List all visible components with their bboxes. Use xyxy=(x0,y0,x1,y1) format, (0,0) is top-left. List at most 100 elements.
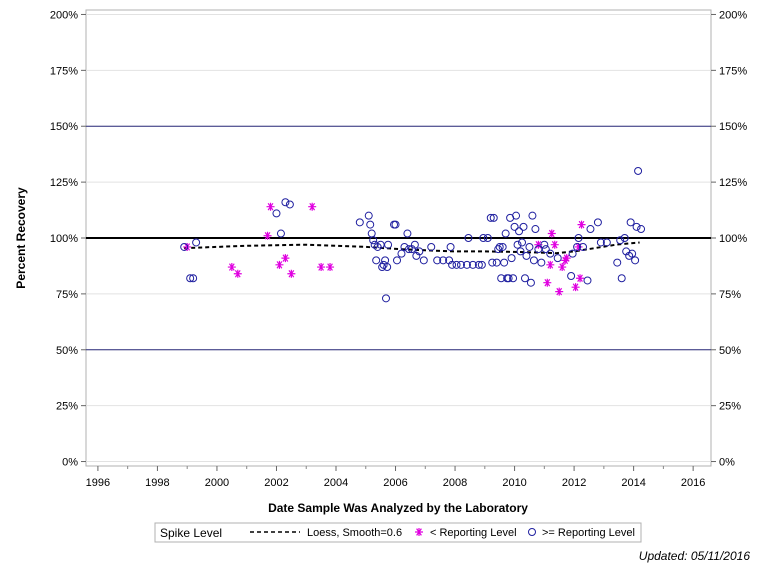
y-tick-label-right: 175% xyxy=(719,65,747,77)
circle-point xyxy=(617,274,626,283)
x-tick-label: 1996 xyxy=(86,477,110,489)
asterisk-point xyxy=(558,263,567,272)
asterisk-point xyxy=(263,231,272,240)
asterisk-point xyxy=(287,269,296,278)
circle-point xyxy=(372,256,381,265)
circle-point xyxy=(540,240,549,249)
asterisk-point xyxy=(183,242,192,251)
circle-point xyxy=(448,260,457,269)
below-reporting-series xyxy=(183,202,586,296)
y-tick-label-left: 0% xyxy=(62,457,78,469)
y-tick-label-right: 100% xyxy=(719,233,747,245)
y-tick-label-right: 25% xyxy=(719,401,741,413)
legend-title: Spike Level xyxy=(160,526,222,540)
circle-point xyxy=(500,258,509,267)
circle-point xyxy=(364,211,373,220)
circle-point xyxy=(494,245,503,254)
at-or-above-reporting-series xyxy=(180,166,646,303)
circle-point xyxy=(579,242,588,251)
circle-point xyxy=(528,211,537,220)
circle-point xyxy=(462,260,471,269)
y-tick-label-left: 100% xyxy=(50,233,78,245)
asterisk-point xyxy=(562,254,571,263)
circle-point xyxy=(510,222,519,231)
circle-point xyxy=(276,229,285,238)
circle-point xyxy=(586,225,595,234)
circle-point xyxy=(486,213,495,222)
y-tick-label-right: 50% xyxy=(719,345,741,357)
circle-point xyxy=(529,256,538,265)
circle-point xyxy=(525,242,534,251)
circle-point xyxy=(531,225,540,234)
asterisk-point xyxy=(266,202,275,211)
x-tick-label: 2002 xyxy=(264,477,288,489)
y-tick-label-right: 150% xyxy=(719,121,747,133)
circle-point xyxy=(522,251,531,260)
circle-point xyxy=(526,278,535,287)
circle-point xyxy=(457,260,465,269)
circle-point xyxy=(489,213,498,222)
circle-point xyxy=(474,260,483,269)
y-tick-label-right: 75% xyxy=(719,289,741,301)
circle-point xyxy=(403,229,412,238)
x-tick-label: 2010 xyxy=(502,477,526,489)
circle-point xyxy=(419,256,428,265)
asterisk-point xyxy=(534,240,543,249)
x-tick-label: 2000 xyxy=(205,477,229,489)
circle-point xyxy=(553,254,562,263)
asterisk-point xyxy=(576,274,585,283)
x-axis-title: Date Sample Was Analyzed by the Laborato… xyxy=(268,501,528,515)
updated-timestamp: Updated: 05/11/2016 xyxy=(639,549,751,563)
y-tick-label-right: 125% xyxy=(719,177,747,189)
circle-point xyxy=(366,220,375,229)
circle-point xyxy=(512,211,521,220)
legend-asterisk-swatch xyxy=(415,528,423,536)
circle-point xyxy=(464,234,473,242)
circle-point xyxy=(504,274,513,283)
legend-below-label: < Reporting Level xyxy=(430,527,517,539)
circle-point xyxy=(574,234,583,242)
y-tick-label-right: 200% xyxy=(719,9,747,21)
x-tick-label: 1998 xyxy=(145,477,169,489)
circle-point xyxy=(369,236,378,245)
asterisk-point xyxy=(550,240,559,249)
circle-point xyxy=(613,258,622,267)
asterisk-point xyxy=(571,283,580,292)
loess-series xyxy=(184,241,640,255)
circle-point xyxy=(537,258,546,267)
circle-point xyxy=(515,227,524,236)
circle-point xyxy=(186,274,195,283)
circle-point xyxy=(567,272,576,280)
circle-point xyxy=(626,218,635,227)
circle-point xyxy=(281,198,290,207)
circle-point xyxy=(427,242,436,251)
circle-point xyxy=(632,222,641,231)
circle-point xyxy=(602,238,611,247)
y-tick-label-left: 125% xyxy=(50,177,78,189)
circle-point xyxy=(272,209,281,218)
reference-lines xyxy=(86,125,711,351)
circle-point xyxy=(192,238,201,247)
circle-point xyxy=(446,242,455,251)
circle-point xyxy=(415,247,424,256)
circle-point xyxy=(384,240,393,249)
x-tick-label: 2008 xyxy=(443,477,467,489)
legend-above-label: >= Reporting Level xyxy=(542,527,635,539)
asterisk-point xyxy=(227,263,236,272)
asterisk-point xyxy=(577,220,586,229)
circle-point xyxy=(583,276,592,285)
circle-point xyxy=(634,166,643,175)
legend: Spike Level Loess, Smooth=0.6 < Reportin… xyxy=(154,522,642,543)
x-tick-label: 2006 xyxy=(383,477,407,489)
y-tick-label-left: 175% xyxy=(50,65,78,77)
asterisk-point xyxy=(555,287,564,296)
asterisk-point xyxy=(543,278,552,287)
legend-loess-label: Loess, Smooth=0.6 xyxy=(307,527,402,539)
circle-point xyxy=(383,263,392,272)
circle-point xyxy=(498,242,507,251)
circle-point xyxy=(501,229,510,238)
asterisk-point xyxy=(281,254,290,263)
circle-point xyxy=(631,256,640,265)
